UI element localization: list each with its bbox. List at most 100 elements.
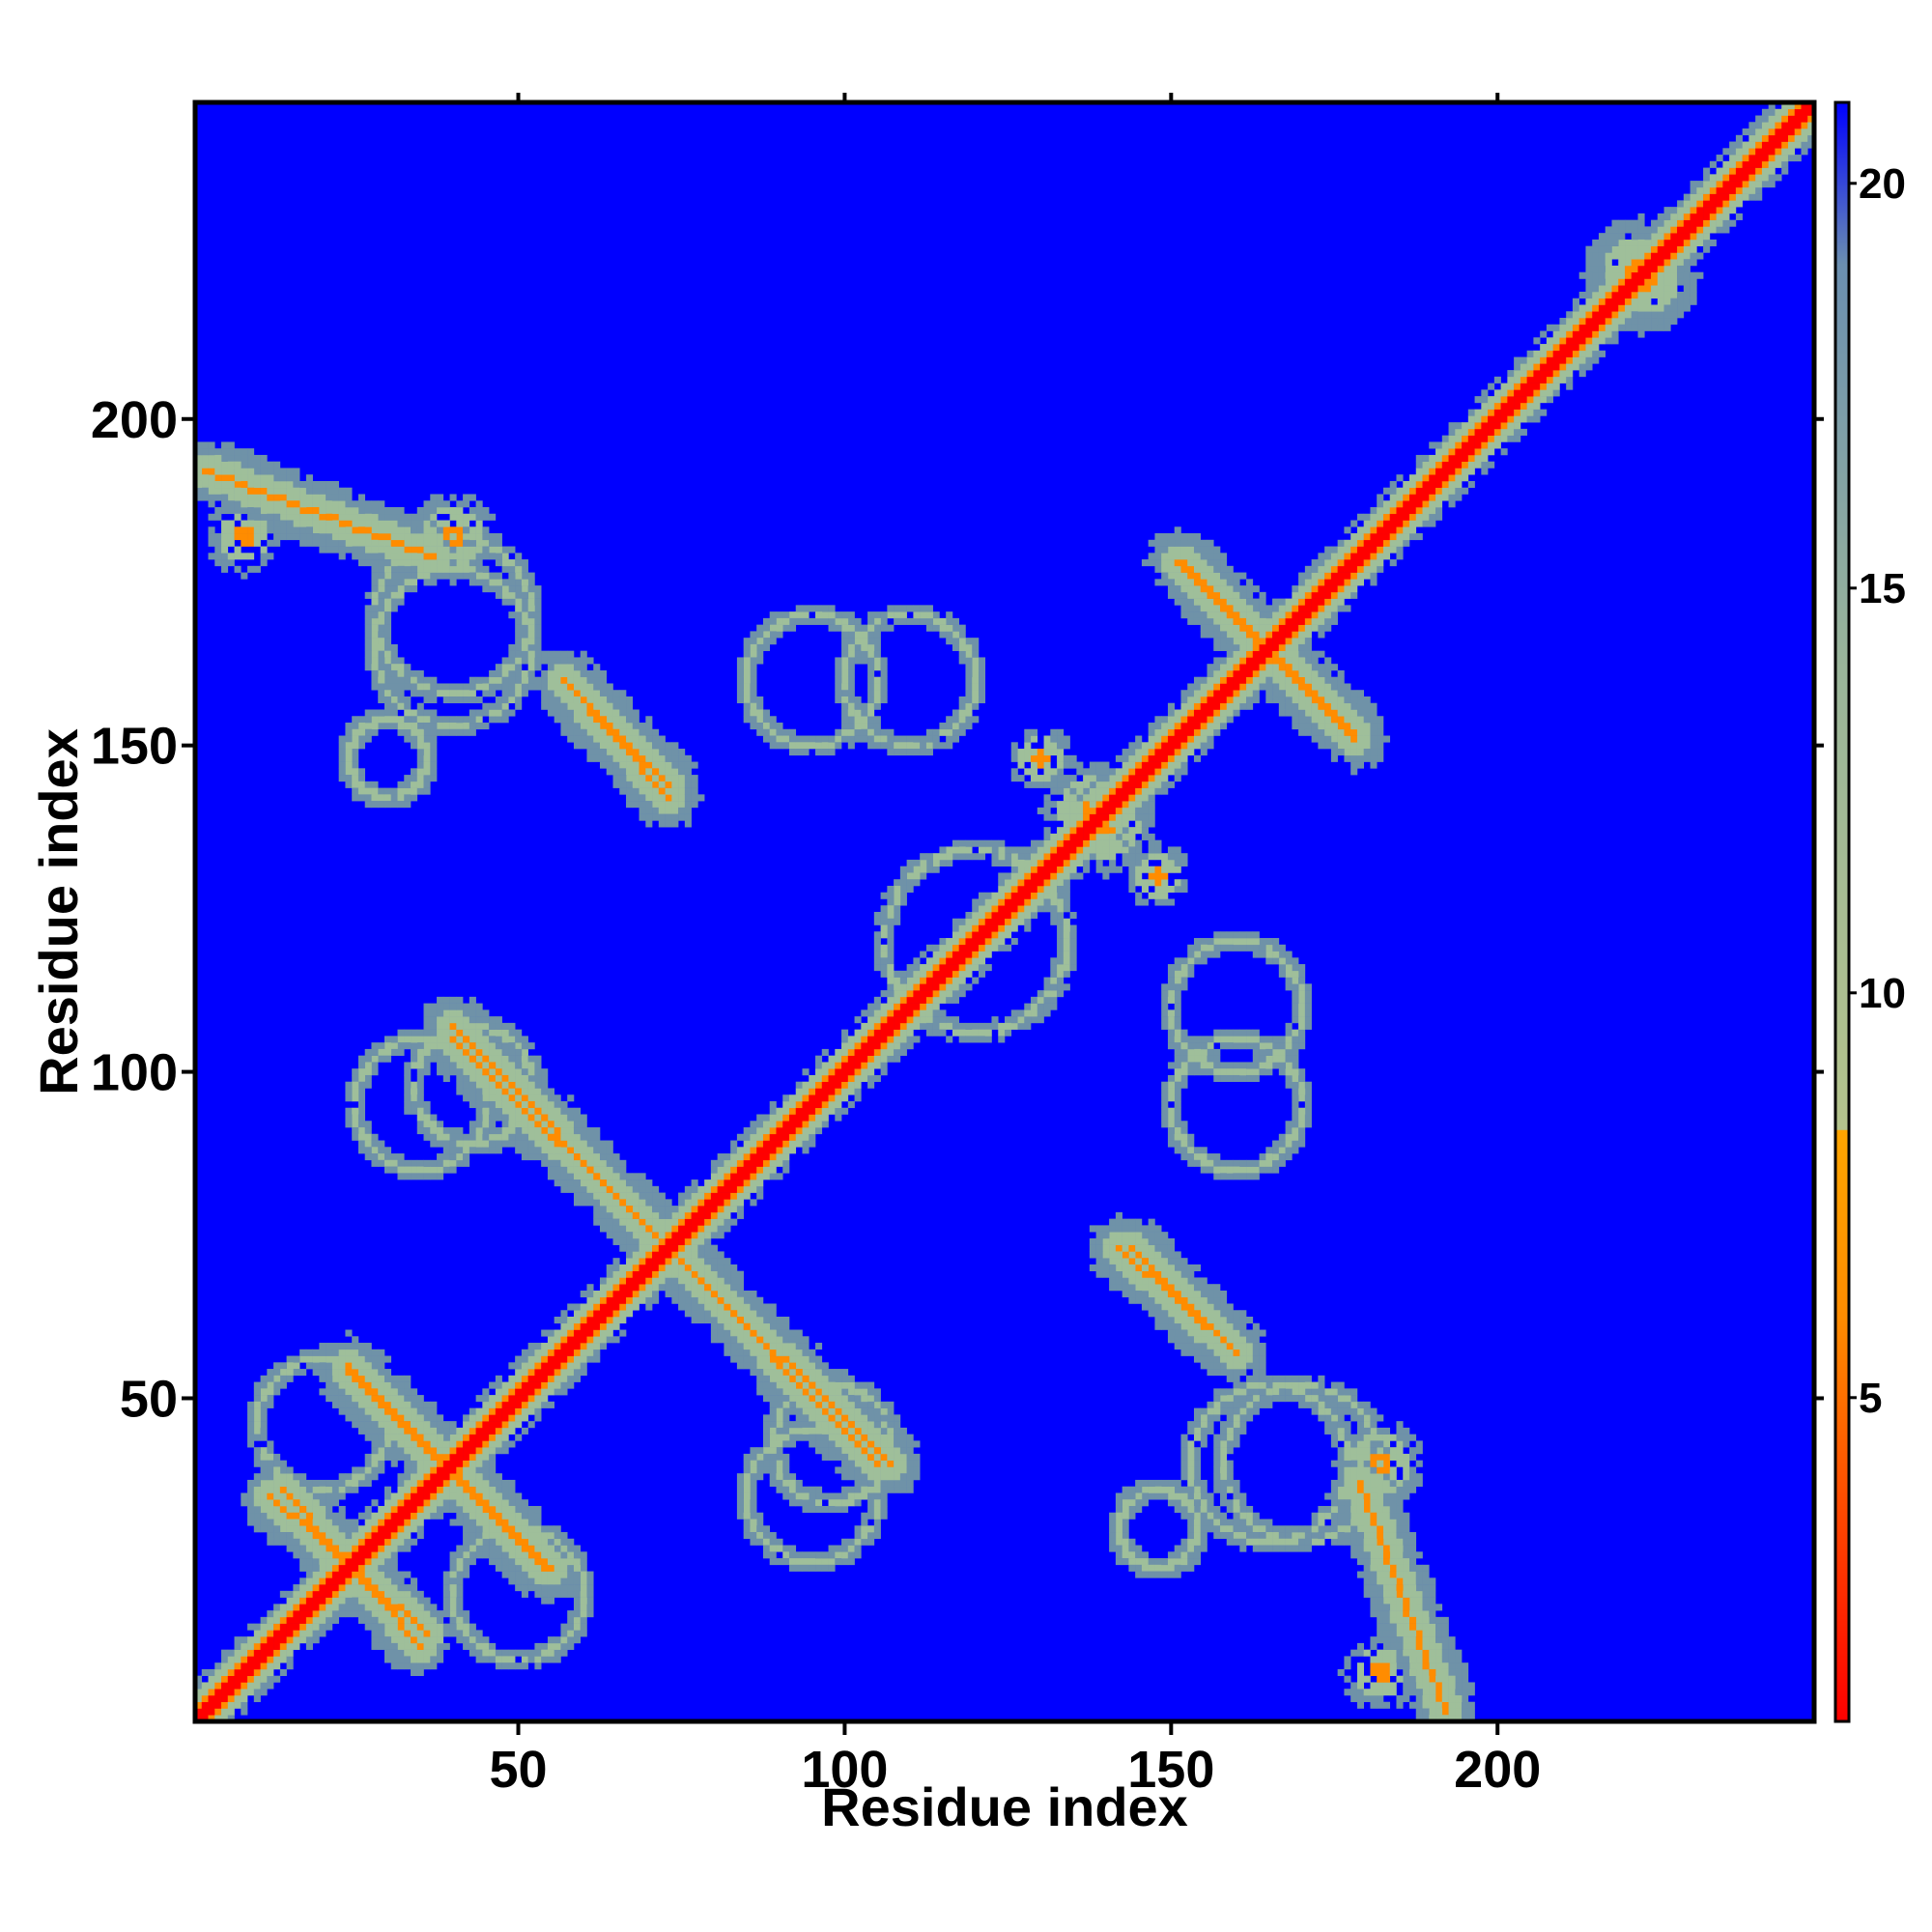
heatmap-cell: [606, 709, 613, 717]
heatmap-cell: [1259, 631, 1266, 639]
heatmap-cell: [267, 1610, 274, 1618]
heatmap-cell: [1663, 239, 1671, 246]
heatmap-cell: [867, 1081, 875, 1089]
heatmap-cell: [913, 1460, 921, 1467]
heatmap-cell: [482, 1479, 490, 1488]
heatmap-cell: [547, 1100, 554, 1109]
heatmap-cell: [769, 1147, 777, 1154]
heatmap-cell: [241, 1668, 248, 1676]
heatmap-cell: [586, 742, 594, 750]
heatmap-cell: [1481, 422, 1489, 430]
heatmap-cell: [1540, 409, 1548, 416]
heatmap-cell: [241, 1636, 248, 1644]
heatmap-cell: [1076, 827, 1084, 835]
heatmap-cell: [279, 1479, 287, 1488]
heatmap-cell: [331, 1369, 339, 1377]
heatmap-cell: [1578, 330, 1586, 338]
heatmap-cell: [894, 1486, 901, 1493]
heatmap-cell: [867, 1022, 875, 1030]
heatmap-cell: [861, 1414, 868, 1422]
heatmap-cell: [632, 1192, 639, 1200]
heatmap-cell: [430, 1636, 438, 1644]
heatmap-cell: [560, 1147, 568, 1154]
heatmap-cell: [1154, 742, 1162, 750]
heatmap-cell: [567, 1114, 575, 1122]
heatmap-cell: [475, 1447, 483, 1455]
heatmap-cell: [776, 1355, 783, 1363]
heatmap-cell: [1174, 1310, 1181, 1318]
heatmap-cell: [939, 957, 947, 965]
heatmap-cell: [463, 1427, 470, 1435]
heatmap-cell: [489, 1434, 497, 1441]
heatmap-cell: [1690, 259, 1697, 267]
heatmap-cell: [1703, 200, 1711, 208]
heatmap-cell: [1043, 846, 1051, 854]
heatmap-cell: [541, 1532, 549, 1540]
heatmap-cell: [795, 1100, 803, 1109]
heatmap-cell: [658, 1258, 666, 1265]
heatmap-cell: [1742, 155, 1749, 162]
heatmap-cell: [972, 898, 980, 906]
heatmap-cell: [573, 1329, 582, 1337]
heatmap-cell: [273, 1616, 281, 1624]
heatmap-cell: [1448, 428, 1456, 436]
heatmap-cell: [515, 1107, 523, 1115]
heatmap-cell: [1546, 350, 1553, 357]
heatmap-cell: [736, 1166, 744, 1174]
heatmap-cell: [1180, 1264, 1188, 1271]
heatmap-cell: [1161, 768, 1169, 776]
heatmap-cell: [1344, 585, 1351, 593]
heatmap-cell: [1005, 912, 1012, 920]
heatmap-cell: [645, 1284, 653, 1292]
heatmap-cell: [501, 1081, 509, 1089]
heatmap-cell: [567, 657, 575, 665]
heatmap-cell: [1363, 513, 1371, 521]
heatmap-cell: [1722, 200, 1730, 208]
heatmap-cell: [894, 1016, 901, 1024]
heatmap-cell: [267, 1532, 274, 1540]
heatmap-cell: [815, 1062, 823, 1069]
heatmap-cell: [1507, 389, 1515, 397]
heatmap-cell: [671, 1211, 679, 1219]
heatmap-cell: [678, 1206, 686, 1213]
heatmap-cell: [626, 754, 634, 762]
heatmap-cell: [665, 1277, 672, 1285]
heatmap-cell: [906, 1466, 914, 1474]
heatmap-cell: [260, 1473, 268, 1481]
heatmap-cell: [809, 1401, 816, 1408]
heatmap-cell: [586, 1343, 594, 1350]
heatmap-cell: [632, 709, 639, 717]
heatmap-cell: [319, 1355, 327, 1363]
heatmap-cell: [345, 1381, 353, 1389]
heatmap-cell: [873, 1427, 881, 1435]
heatmap-cell: [1050, 833, 1058, 840]
heatmap-cell: [1102, 787, 1110, 795]
heatmap-cell: [1005, 931, 1012, 939]
heatmap-cell: [567, 728, 575, 736]
heatmap-cell: [521, 1519, 528, 1526]
heatmap-cell: [1435, 461, 1443, 469]
heatmap-cell: [247, 1479, 255, 1488]
heatmap-cell: [234, 1682, 242, 1690]
heatmap-cell: [378, 1381, 385, 1389]
heatmap-cell: [697, 1258, 705, 1265]
heatmap-cell: [952, 931, 959, 939]
heatmap-cell: [978, 918, 986, 925]
heatmap-cell: [554, 1127, 561, 1135]
heatmap-cell: [854, 1048, 862, 1056]
heatmap-cell: [463, 1440, 470, 1448]
heatmap-cell: [515, 1492, 523, 1500]
heatmap-cell: [442, 1042, 450, 1050]
heatmap-cell: [998, 898, 1006, 906]
heatmap-cell: [847, 1460, 855, 1467]
heatmap-cell: [1670, 265, 1678, 273]
heatmap-cell: [560, 1545, 568, 1552]
heatmap-cell: [1252, 1362, 1260, 1370]
heatmap-cell: [567, 1159, 575, 1167]
heatmap-cell: [352, 1421, 359, 1429]
heatmap-cell: [364, 1421, 372, 1429]
heatmap-cell: [1493, 409, 1501, 416]
heatmap-cell: [404, 1630, 412, 1637]
heatmap-cell: [1180, 709, 1188, 717]
heatmap-cell: [1095, 807, 1103, 814]
